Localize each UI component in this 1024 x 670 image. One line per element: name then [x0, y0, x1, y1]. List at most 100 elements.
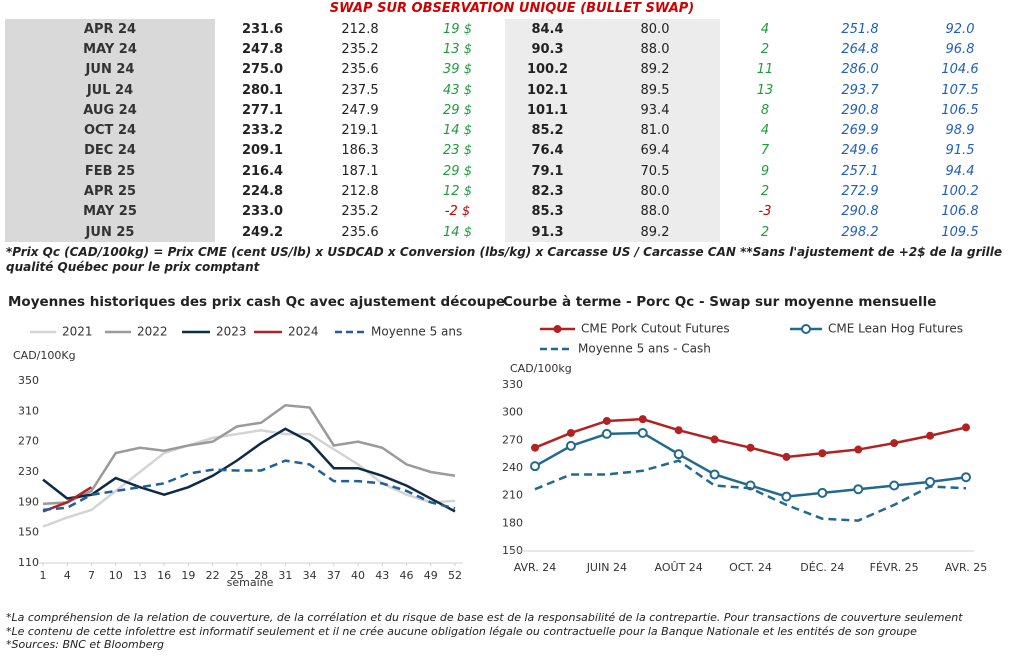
table-cell: 88.0	[590, 39, 720, 60]
table-cell: 2	[760, 184, 770, 200]
table-row: JUN 24 275.0 235.6 39 $ 100.2 89.2 11 286.0 104.…	[5, 59, 1010, 80]
table-cell: 89.2	[590, 221, 720, 243]
table-cell: 251.8	[841, 21, 879, 37]
table-cell: 82.3	[505, 181, 590, 202]
table-row: JUL 24 280.1 237.5 43 $ 102.1 89.5 13 293.7 107.…	[5, 79, 1010, 101]
series-line	[42, 429, 456, 528]
x-tick-label: 40	[351, 569, 365, 582]
table-cell: 235.6	[341, 224, 379, 240]
chart-title: Moyennes historiques des prix cash Qc av…	[8, 294, 505, 310]
table-cell: 69.4	[590, 140, 720, 162]
y-tick-label: 350	[18, 374, 39, 387]
y-axis-label: CAD/100Kg	[13, 349, 76, 362]
table-cell: 96.8	[945, 41, 975, 57]
legend-label: 2022	[137, 325, 168, 339]
chart-title: Courbe à terme - Porc Qc - Swap sur moye…	[503, 294, 936, 310]
table-cell: 272.9	[841, 184, 879, 200]
table-cell: 4	[760, 123, 770, 139]
table-cell: 107.5	[941, 82, 979, 98]
marker	[637, 427, 648, 438]
table-cell: 80.0	[590, 181, 720, 202]
marker	[746, 443, 755, 452]
table-cell: 8	[760, 102, 770, 118]
x-tick-label: 37	[327, 569, 341, 582]
legend-label: CME Lean Hog Futures	[828, 322, 963, 336]
footer-line: *Sources: BNC et Bloomberg	[6, 638, 165, 651]
table-cell: 212.8	[341, 21, 379, 37]
marker	[818, 449, 827, 458]
table-cell: 100.2	[941, 184, 979, 200]
table-cell: 104.6	[941, 62, 979, 78]
y-tick-label: 240	[502, 461, 523, 474]
table-cell: 89.2	[590, 59, 720, 80]
marker	[709, 469, 720, 480]
marker	[890, 439, 899, 448]
table-cell: 85.3	[505, 201, 590, 222]
x-axis-label: semaine	[227, 576, 274, 589]
table-cell: 106.8	[941, 204, 979, 220]
x-tick-label: 22	[206, 569, 220, 582]
x-tick-label: AVR. 25	[945, 561, 988, 574]
y-tick-label: 270	[18, 435, 39, 448]
table-row: OCT 24 233.2 219.1 14 $ 85.2 81.0 4 269.9 98.9	[5, 120, 1010, 141]
x-tick-label: OCT. 24	[729, 561, 772, 574]
table-cell: 14 $	[443, 123, 472, 139]
y-axis-label: CAD/100kg	[510, 362, 572, 375]
legend-label: CME Pork Cutout Futures	[581, 322, 730, 336]
table-row: DEC 24 209.1 186.3 23 $ 76.4 69.4 7 249.6 91.5	[5, 140, 1010, 162]
table-cell: 277.1	[241, 102, 284, 118]
table-cell: -3	[758, 204, 772, 220]
legend-label: Moyenne 5 ans	[371, 325, 462, 339]
table-row: APR 25 224.8 212.8 12 $ 82.3 80.0 2 272.9 100.2	[5, 181, 1010, 202]
x-tick-label: 7	[88, 569, 95, 582]
marker	[961, 472, 971, 483]
table-cell: 91.3	[505, 221, 590, 243]
table-cell: 43 $	[443, 82, 472, 98]
table-cell: 19 $	[443, 21, 472, 37]
marker	[962, 423, 970, 432]
y-tick-label: 300	[502, 406, 523, 419]
series-line	[534, 459, 967, 522]
table-cell: 187.1	[341, 163, 379, 179]
table-cell: 80.0	[590, 19, 720, 40]
table-cell: 29 $	[443, 163, 472, 179]
series-line	[42, 403, 456, 506]
table-cell: 257.1	[841, 163, 879, 179]
table-cell: 290.8	[841, 204, 879, 220]
marker	[566, 428, 575, 437]
legend-marker	[801, 324, 811, 334]
y-tick-label: 150	[18, 526, 39, 539]
x-tick-label: JUIN 24	[586, 561, 627, 574]
y-tick-label: 190	[18, 495, 39, 508]
x-tick-label: 19	[181, 569, 195, 582]
table-cell: 70.5	[590, 161, 720, 182]
marker	[531, 443, 539, 452]
table-cell: 88.0	[590, 201, 720, 222]
table-cell: 102.1	[505, 79, 590, 101]
series-line	[42, 486, 93, 513]
footer-line: *Le contenu de cette infolettre est info…	[6, 624, 917, 638]
table-cell: 94.4	[945, 163, 975, 179]
table-cell: 106.5	[941, 102, 979, 118]
y-tick-label: 230	[18, 465, 39, 478]
x-tick-label: 13	[133, 569, 147, 582]
x-tick-label: FÉVR. 25	[870, 561, 919, 574]
table-cell: 235.2	[341, 204, 379, 220]
marker	[602, 416, 611, 425]
table-cell: 233.2	[241, 123, 284, 139]
table-cell: 290.8	[841, 102, 879, 118]
table-cell: MAY 24	[5, 39, 215, 60]
y-tick-label: 180	[502, 516, 523, 529]
marker	[781, 491, 792, 502]
x-tick-label: 4	[64, 569, 71, 582]
x-tick-label: AOÛT 24	[655, 561, 703, 574]
table-cell: 13 $	[443, 41, 472, 57]
marker	[565, 440, 576, 451]
table-cell: 14 $	[443, 224, 472, 240]
series-line	[42, 427, 456, 513]
table-cell: 39 $	[443, 62, 472, 78]
note: *Prix Qc (CAD/100kg) = Prix CME (cent US…	[6, 245, 1003, 274]
table-cell: 92.0	[945, 21, 975, 37]
table-cell: 76.4	[505, 140, 590, 162]
x-tick-label: 28	[254, 569, 268, 582]
